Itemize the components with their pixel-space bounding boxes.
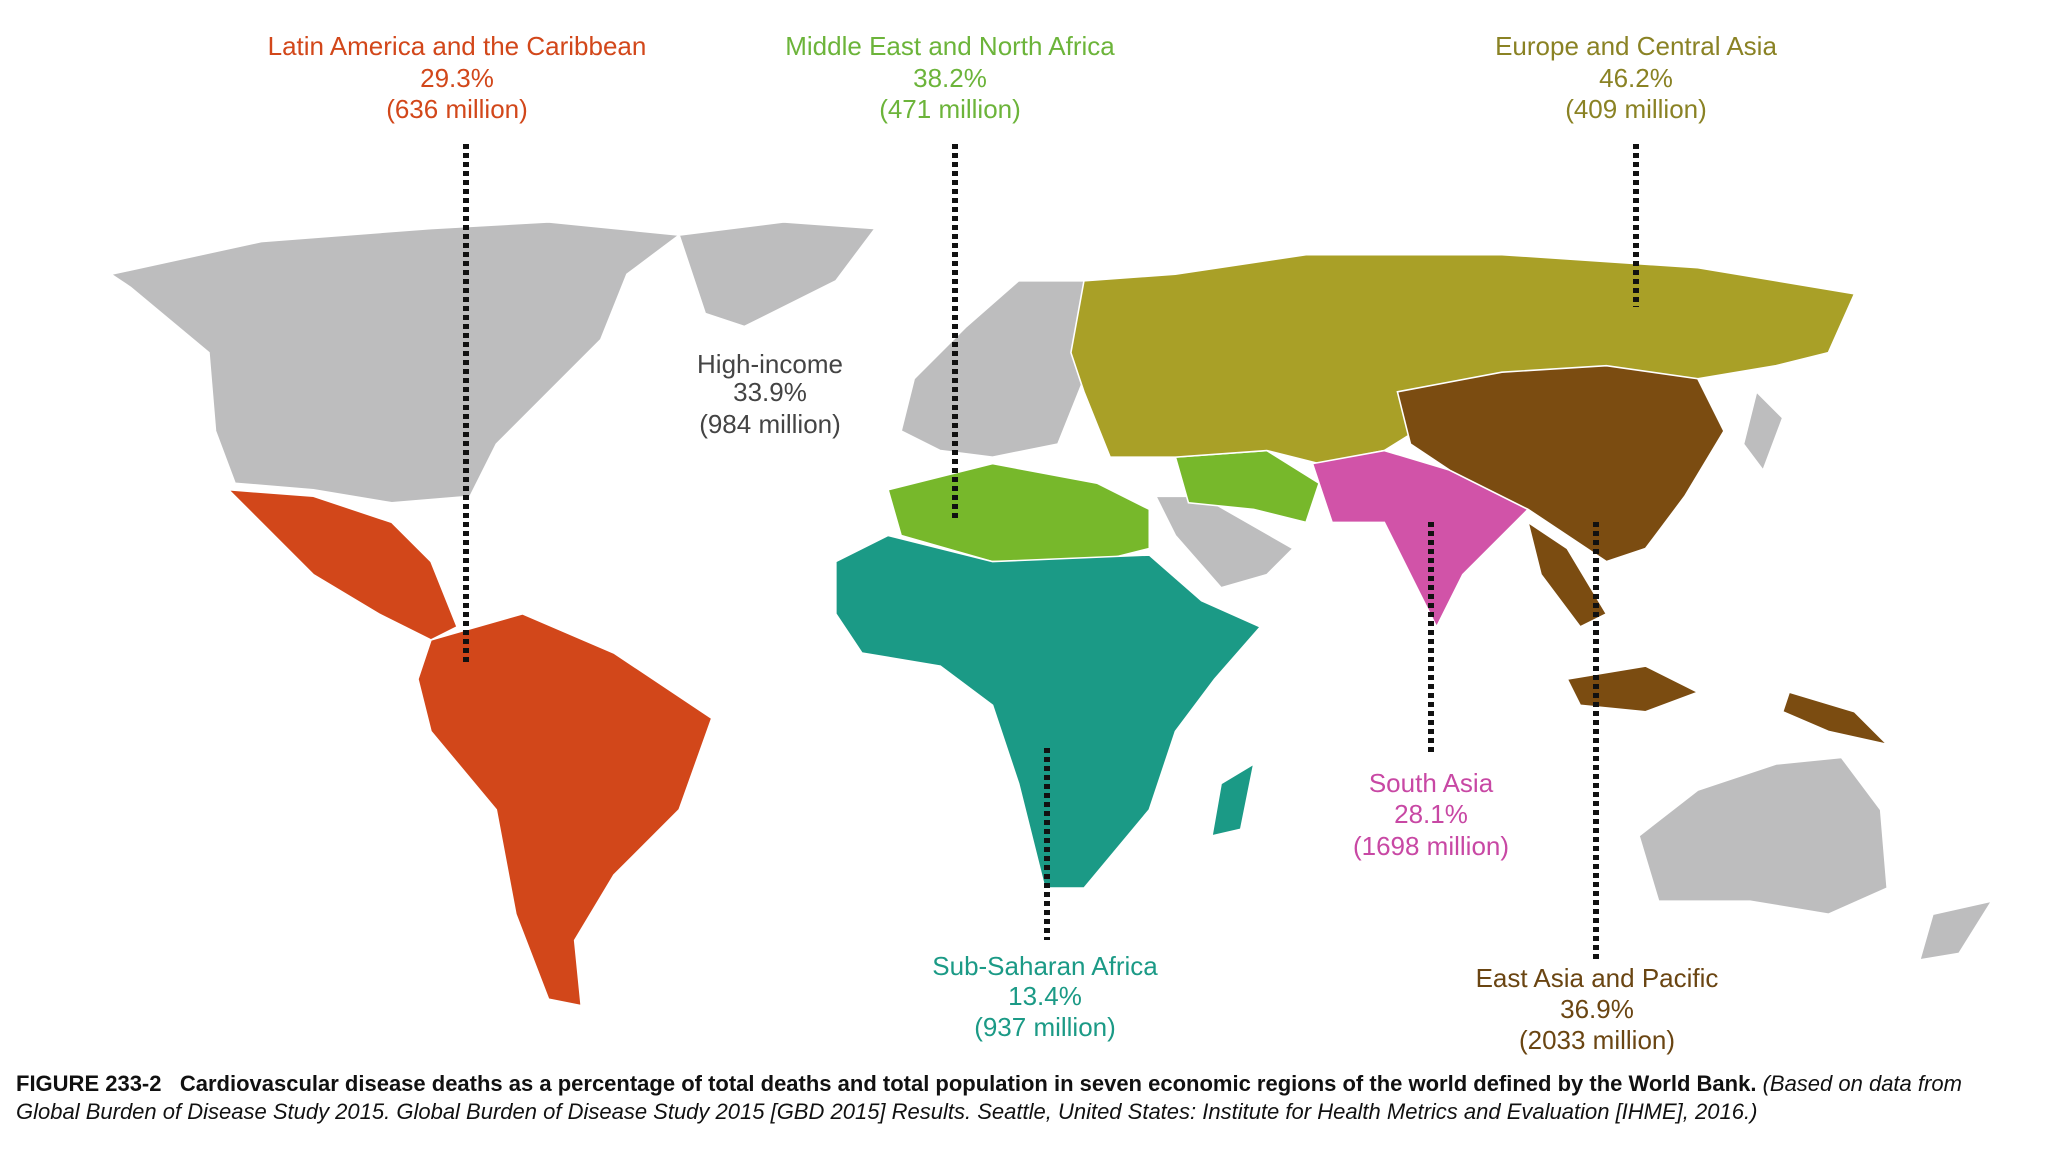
greenland — [678, 221, 877, 328]
sub-saharan-africa — [835, 534, 1262, 889]
region-name: East Asia and Pacific — [1476, 963, 1719, 993]
region-population: (984 million) — [699, 409, 841, 439]
region-share: 36.9% — [1560, 994, 1634, 1024]
region-share: 29.3% — [420, 63, 494, 93]
region-name: Middle East and North Africa — [785, 31, 1115, 61]
region-name: Europe and Central Asia — [1495, 31, 1777, 61]
region-population: (2033 million) — [1519, 1025, 1675, 1055]
region-label: Middle East and North Africa 38.2% (471 … — [785, 31, 1115, 124]
region-population: (471 million) — [879, 94, 1021, 124]
region-label: Europe and Central Asia 46.2% (409 milli… — [1495, 31, 1777, 124]
figure-number: FIGURE 233-2 — [16, 1071, 162, 1096]
south-america — [417, 612, 713, 1007]
region-label: East Asia and Pacific 36.9% (2033 millio… — [1476, 963, 1719, 1055]
region-name: Latin America and the Caribbean — [268, 31, 647, 61]
map-figure: Latin America and the Caribbean 29.3% (6… — [109, 31, 1994, 1055]
north-america — [109, 221, 682, 504]
region-population: (636 million) — [386, 94, 528, 124]
papua — [1781, 691, 1890, 746]
new-zealand — [1918, 899, 1994, 961]
world-map — [109, 221, 1994, 1007]
region-name: South Asia — [1369, 768, 1494, 798]
central-america — [226, 488, 459, 641]
region-share: 46.2% — [1599, 63, 1673, 93]
caption-source: (Based on data from Global Burden of Dis… — [16, 1071, 1962, 1124]
region-label: South Asia 28.1% (1698 million) — [1353, 768, 1509, 861]
region-share: 13.4% — [1008, 981, 1082, 1011]
australia — [1638, 756, 1888, 916]
east-asia — [1396, 364, 1725, 563]
leader-lines — [463, 144, 1639, 960]
western-europe — [900, 280, 1085, 458]
indonesia — [1566, 665, 1700, 713]
madagascar — [1210, 762, 1255, 837]
region-population: (409 million) — [1565, 94, 1707, 124]
japan — [1742, 390, 1784, 472]
region-share: 38.2% — [913, 63, 987, 93]
region-label: Latin America and the Caribbean 29.3% (6… — [268, 31, 647, 124]
caption-title: Cardiovascular disease deaths as a perce… — [179, 1071, 1757, 1096]
region-label: High-income 33.9% (984 million) — [697, 349, 843, 439]
south-asia — [1311, 449, 1530, 629]
region-label: Sub-Saharan Africa 13.4% (937 million) — [932, 951, 1158, 1042]
region-share: 28.1% — [1394, 799, 1468, 829]
figure-caption: FIGURE 233-2 Cardiovascular disease deat… — [16, 1070, 2026, 1126]
region-population: (1698 million) — [1353, 831, 1509, 861]
region-name: Sub-Saharan Africa — [932, 951, 1158, 981]
southeast-asia — [1526, 520, 1608, 628]
region-share: 33.9% — [733, 377, 807, 407]
region-population: (937 million) — [974, 1012, 1116, 1042]
region-name: High-income — [697, 349, 843, 379]
